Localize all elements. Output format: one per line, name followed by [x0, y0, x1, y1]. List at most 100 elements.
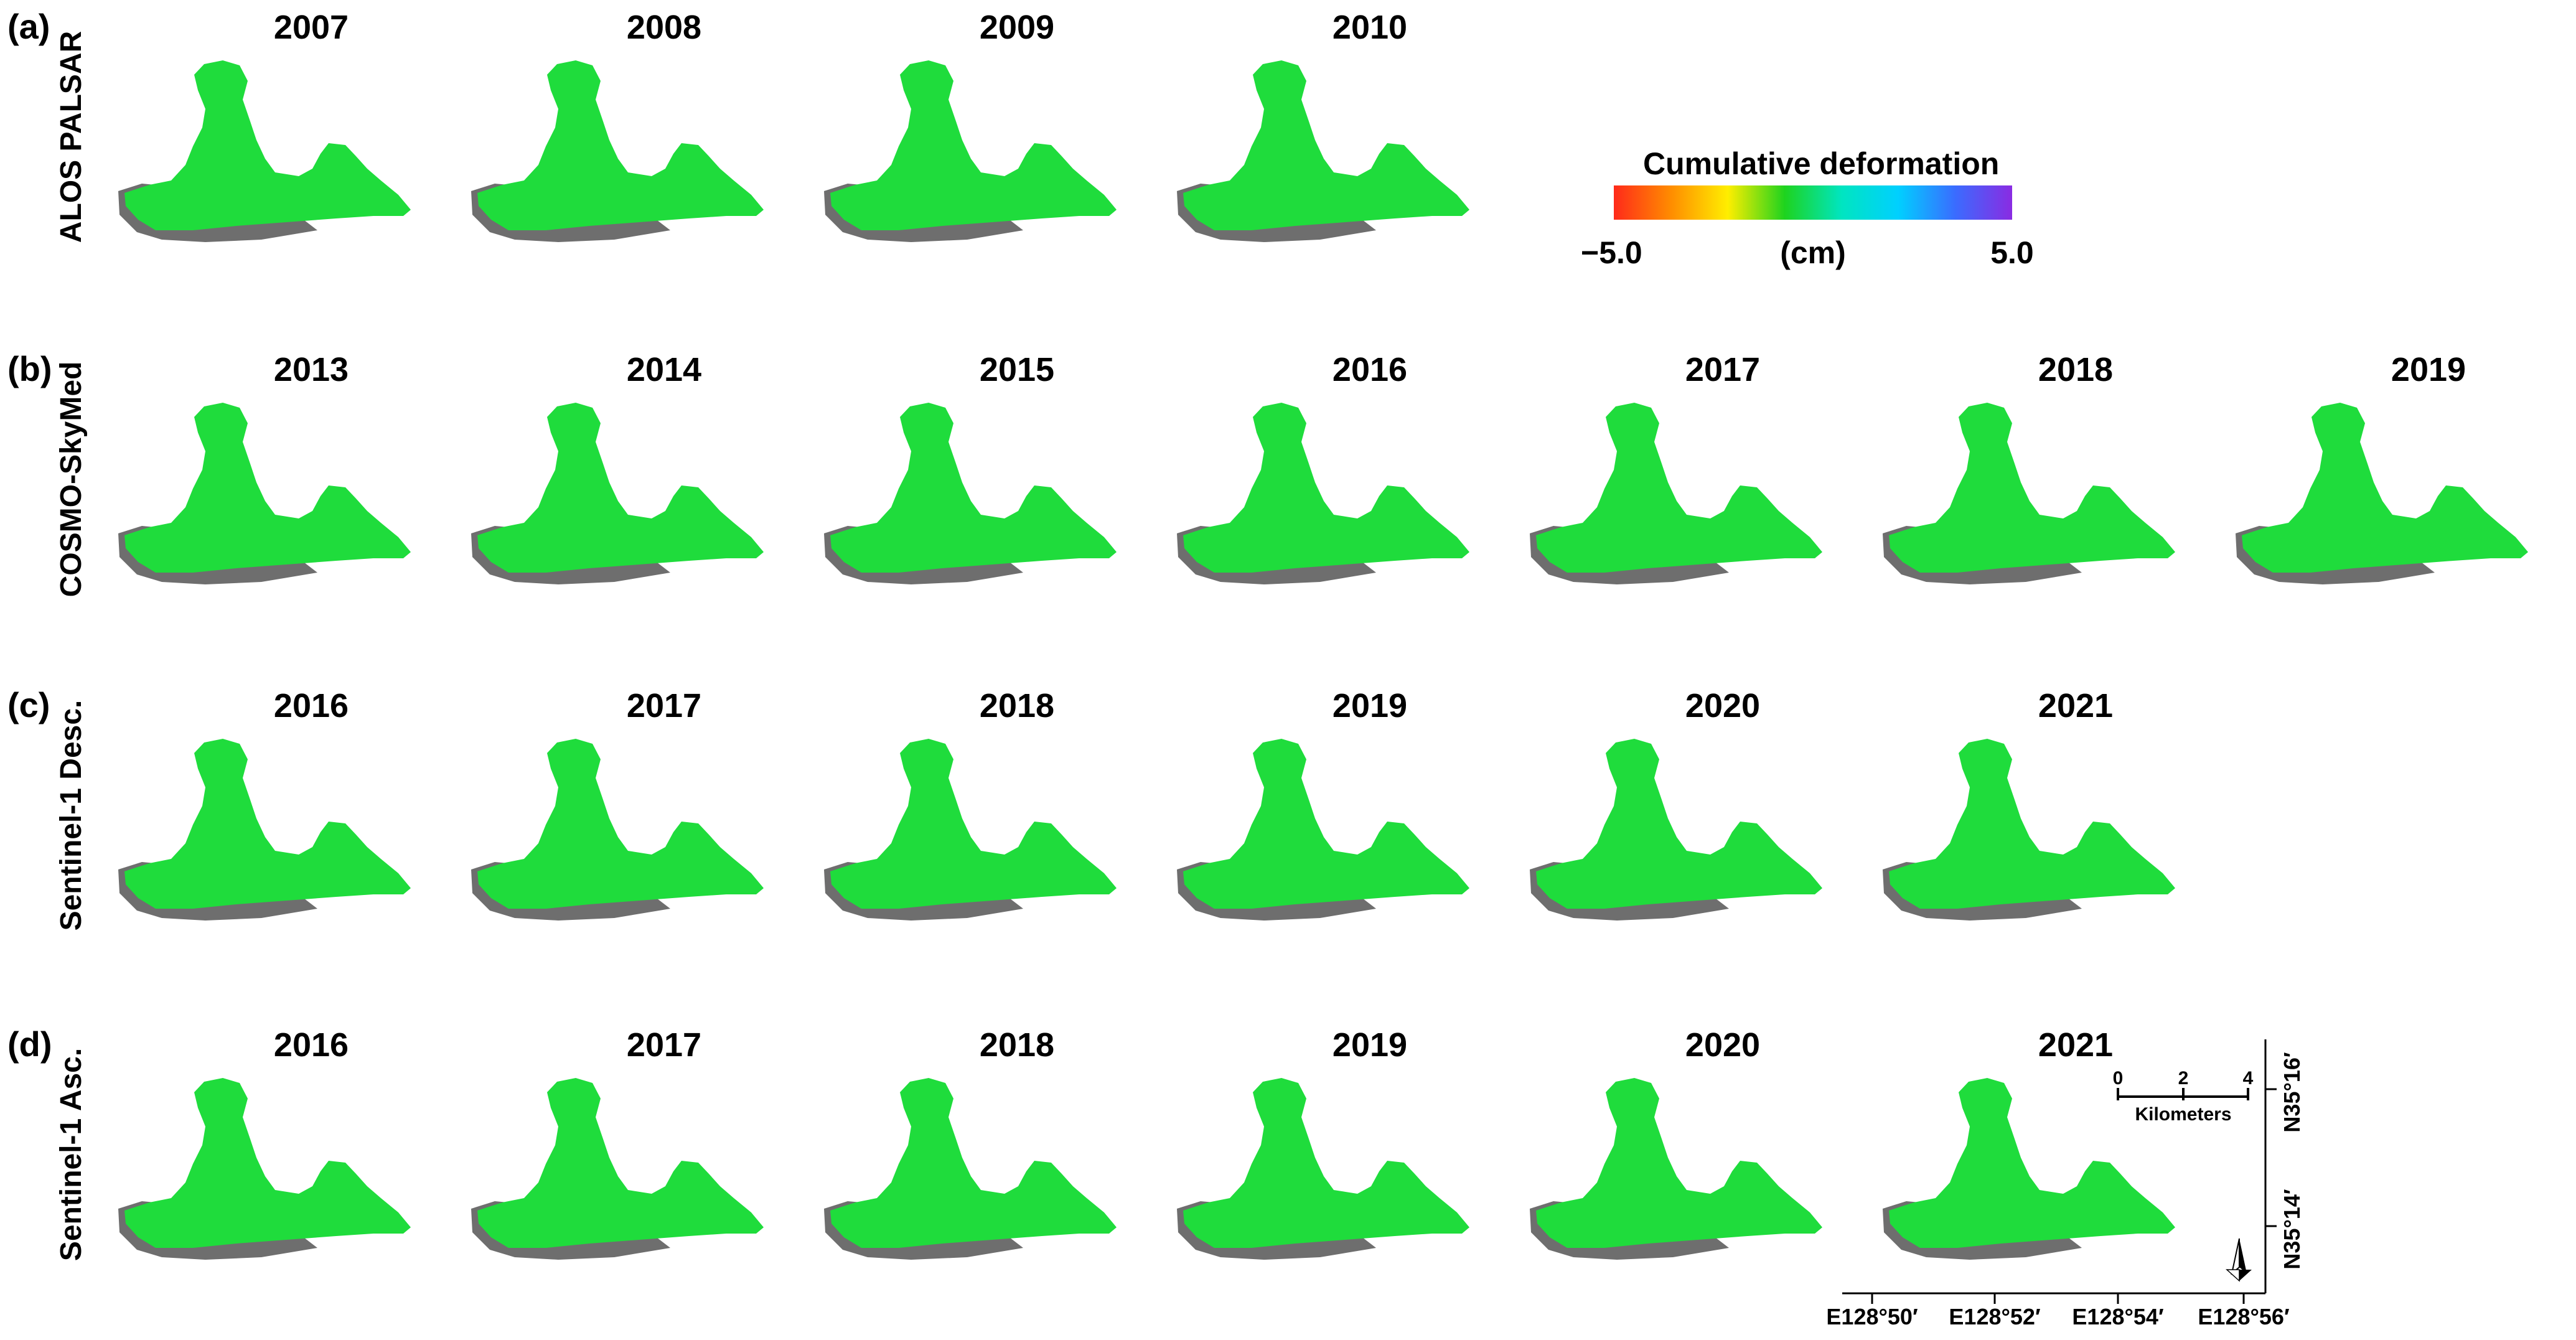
- latitude-label: N35°16′: [2279, 1052, 2305, 1132]
- north-arrow-icon: [2226, 1238, 2252, 1282]
- deformation-map: [1530, 739, 1822, 921]
- deformation-map: [824, 1078, 1117, 1260]
- longitude-label: E128°56′: [2198, 1304, 2289, 1329]
- year-label: 2008: [627, 9, 701, 46]
- island-surface: [1183, 739, 1469, 909]
- island-surface: [830, 60, 1117, 230]
- year-label: 2014: [627, 351, 701, 388]
- deformation-map: [1177, 739, 1469, 921]
- island-surface: [830, 739, 1117, 909]
- deformation-map: [824, 739, 1117, 921]
- deformation-map: [1177, 1078, 1469, 1260]
- year-label: 2019: [2391, 351, 2466, 388]
- island-surface: [1536, 1078, 1822, 1248]
- deformation-map: [471, 739, 764, 921]
- deformation-map: [824, 60, 1117, 242]
- island-surface: [124, 403, 411, 573]
- year-label: 2017: [1685, 351, 1760, 388]
- year-label: 2018: [980, 1026, 1054, 1064]
- sensor-label: Sentinel-1 Asc.: [55, 1048, 88, 1261]
- year-label: 2020: [1685, 687, 1760, 724]
- colorbar-title: Cumulative deformation: [1643, 146, 1999, 181]
- scale-tick-label: 4: [2243, 1068, 2254, 1089]
- scale-bar: 0 2 4 Kilometers: [2113, 1068, 2254, 1125]
- coordinate-frame: E128°50′ E128°52′ E128°54′ E128°56′ N35°…: [1826, 1039, 2305, 1329]
- longitude-label: E128°52′: [1949, 1304, 2040, 1329]
- colorbar: [1614, 185, 2012, 220]
- panel-row: (b) COSMO-SkyMed 2013 2014 2015 2016 2017 2018 2…: [7, 349, 2528, 597]
- island-surface: [2242, 403, 2528, 573]
- year-label: 2015: [980, 351, 1054, 388]
- island-surface: [124, 1078, 411, 1248]
- year-label: 2017: [627, 687, 701, 724]
- panel-letter: (c): [7, 685, 50, 724]
- deformation-map: [118, 739, 411, 921]
- year-label: 2019: [1332, 1026, 1407, 1064]
- map-panels: (a)ALOS PALSAR 2007 2008 2009 2010 (b) COSMO-S…: [7, 7, 2528, 1261]
- year-label: 2013: [274, 351, 349, 388]
- island-surface: [1183, 1078, 1469, 1248]
- deformation-map: [1177, 403, 1469, 584]
- year-label: 2021: [2038, 687, 2113, 724]
- island-surface: [1889, 403, 2175, 573]
- sensor-label: COSMO-SkyMed: [55, 362, 88, 597]
- scale-tick-label: 0: [2113, 1068, 2124, 1089]
- panel-letter: (a): [7, 7, 50, 46]
- year-label: 2021: [2038, 1026, 2113, 1064]
- scale-unit-label: Kilometers: [2135, 1104, 2231, 1125]
- colorbar-max-label: 5.0: [1990, 235, 2034, 270]
- deformation-map: [1530, 403, 1822, 584]
- year-label: 2020: [1685, 1026, 1760, 1064]
- deformation-map: [1883, 403, 2175, 584]
- sensor-label: Sentinel-1 Desc.: [55, 700, 88, 931]
- colorbar-min-label: −5.0: [1581, 235, 1642, 270]
- colorbar-legend: Cumulative deformation −5.0 (cm) 5.0: [1581, 146, 2034, 270]
- colorbar-unit-label: (cm): [1780, 235, 1846, 270]
- deformation-map: [471, 60, 764, 242]
- year-label: 2018: [2038, 351, 2113, 388]
- deformation-map: [1883, 739, 2175, 921]
- deformation-map: [118, 60, 411, 242]
- island-surface: [1889, 739, 2175, 909]
- deformation-map: [1177, 60, 1469, 242]
- year-label: 2017: [627, 1026, 701, 1064]
- island-surface: [477, 60, 764, 230]
- deformation-map: [118, 403, 411, 584]
- deformation-map: [471, 1078, 764, 1260]
- latitude-label: N35°14′: [2279, 1189, 2305, 1269]
- deformation-map: [2236, 403, 2528, 584]
- year-label: 2016: [274, 687, 349, 724]
- deformation-map: [824, 403, 1117, 584]
- panel-row: (a)ALOS PALSAR 2007 2008 2009 2010: [7, 7, 1469, 243]
- year-label: 2010: [1332, 9, 1407, 46]
- deformation-map: [1883, 1078, 2175, 1260]
- deformation-map: [1530, 1078, 1822, 1260]
- island-surface: [830, 1078, 1117, 1248]
- deformation-map: [471, 403, 764, 584]
- scale-tick-label: 2: [2178, 1068, 2189, 1089]
- year-label: 2009: [980, 9, 1054, 46]
- island-surface: [1183, 60, 1469, 230]
- year-label: 2018: [980, 687, 1054, 724]
- longitude-label: E128°50′: [1826, 1304, 1918, 1329]
- panel-row: (c) Sentinel-1 Desc. 2016 2017 2018 2019 2020 2…: [7, 685, 2175, 931]
- island-surface: [477, 403, 764, 573]
- island-surface: [1889, 1078, 2175, 1248]
- island-surface: [1536, 403, 1822, 573]
- year-label: 2019: [1332, 687, 1407, 724]
- island-surface: [477, 1078, 764, 1248]
- island-surface: [830, 403, 1117, 573]
- island-surface: [124, 60, 411, 230]
- island-surface: [477, 739, 764, 909]
- island-surface: [1183, 403, 1469, 573]
- year-label: 2007: [274, 9, 349, 46]
- year-label: 2016: [274, 1026, 349, 1064]
- panel-letter: (d): [7, 1024, 52, 1064]
- island-surface: [124, 739, 411, 909]
- panel-row: (d)Sentinel-1 Asc. 2016 2017 2018 2019 2020 20…: [7, 1024, 2175, 1261]
- year-label: 2016: [1332, 351, 1407, 388]
- longitude-label: E128°54′: [2072, 1304, 2163, 1329]
- deformation-map: [118, 1078, 411, 1260]
- island-surface: [1536, 739, 1822, 909]
